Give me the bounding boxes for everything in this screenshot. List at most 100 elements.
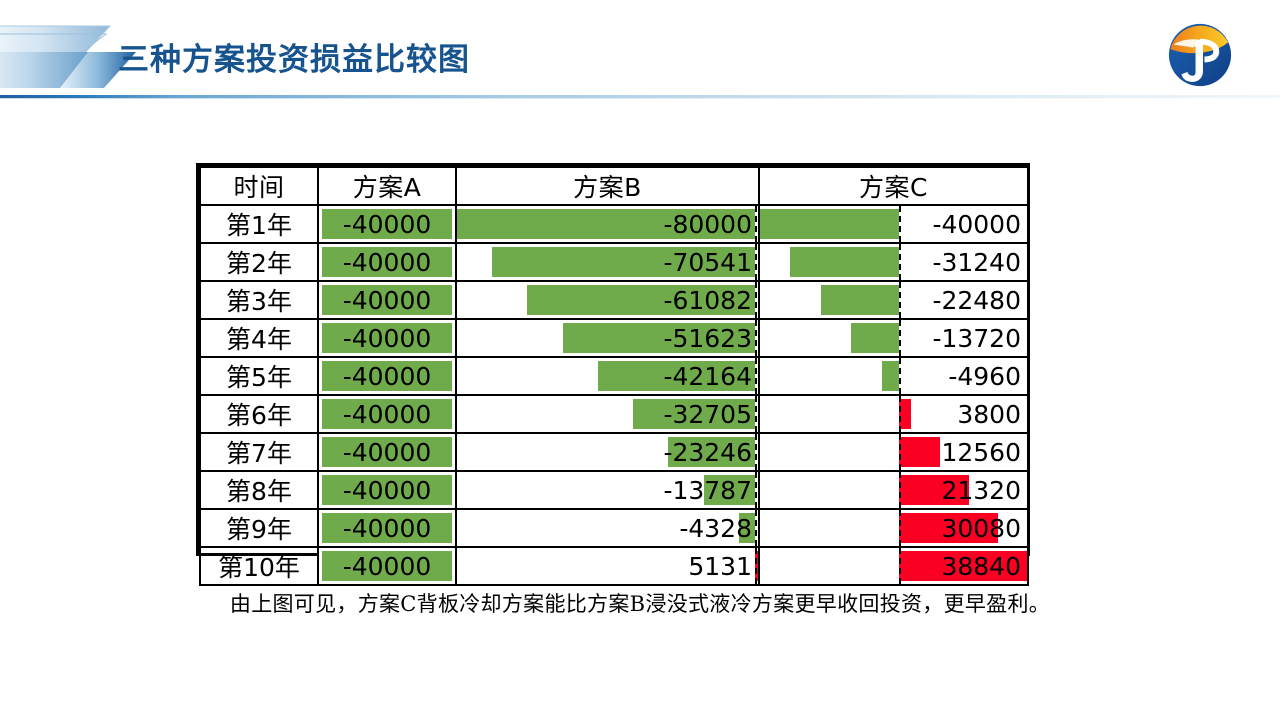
- zero-axis-plan-b: [754, 283, 757, 317]
- zero-axis-plan-b: [754, 321, 757, 355]
- slide-caption: 由上图可见，方案C背板冷却方案能比方案B浸没式液冷方案更早收回投资，更早盈利。: [229, 592, 1051, 616]
- cell-plan-a: -40000: [317, 432, 457, 472]
- databar-plan-b: [597, 361, 755, 391]
- databar-plan-a: [322, 247, 452, 277]
- cell-plan-b: -80000: [455, 204, 760, 244]
- value-plan-a: -40000: [342, 551, 432, 581]
- cell-plan-b: -23246: [455, 432, 760, 472]
- table-row: 第8年 -40000 -13787 21320: [199, 470, 1029, 510]
- databar-plan-b: [668, 437, 755, 467]
- cell-time: 第10年: [199, 546, 319, 586]
- databar-plan-b: [527, 285, 755, 315]
- databar-plan-c: [881, 361, 899, 391]
- databar-plan-a: [322, 475, 452, 505]
- databar-plan-c: [898, 399, 912, 429]
- value-plan-a: -40000: [342, 513, 432, 543]
- zero-axis-plan-b: [754, 435, 757, 469]
- table-row: 第9年 -40000 -4328 30080: [199, 508, 1029, 548]
- databar-plan-a: [322, 399, 452, 429]
- cell-plan-b: -42164: [455, 356, 760, 396]
- cell-time: 第6年: [199, 394, 319, 434]
- cell-plan-b: -4328: [455, 508, 760, 548]
- cell-plan-a: -40000: [317, 204, 457, 244]
- cell-plan-b: -70541: [455, 242, 760, 282]
- value-plan-c: -31240: [932, 247, 1021, 277]
- zero-axis-plan-b: [754, 207, 757, 241]
- databar-plan-c: [790, 247, 899, 277]
- zero-axis-plan-c: [898, 359, 901, 393]
- databar-plan-c: [761, 209, 899, 239]
- databar-plan-b: [458, 209, 755, 239]
- page-title: 三种方案投资损益比较图: [118, 42, 470, 78]
- databar-plan-b: [703, 475, 755, 505]
- col-header-plan-a: 方案A: [317, 166, 457, 206]
- value-plan-b: 5131: [688, 551, 752, 581]
- cell-plan-a: -40000: [317, 242, 457, 282]
- databar-plan-a: [322, 437, 452, 467]
- zero-axis-plan-c: [898, 321, 901, 355]
- value-plan-c: 38840: [941, 551, 1021, 581]
- cell-plan-c: -22480: [758, 280, 1029, 320]
- databar-plan-a: [322, 285, 452, 315]
- value-plan-a: -40000: [342, 209, 432, 239]
- zero-axis-plan-c: [898, 511, 901, 545]
- col-header-time: 时间: [199, 166, 319, 206]
- databar-plan-c: [898, 437, 941, 467]
- value-plan-c: -22480: [932, 285, 1021, 315]
- zero-axis-plan-b: [754, 359, 757, 393]
- value-plan-b: -4328: [679, 513, 752, 543]
- table-row: 第1年 -40000 -80000 -40000: [199, 204, 1029, 244]
- databar-plan-a: [322, 361, 452, 391]
- value-plan-b: -42164: [663, 361, 752, 391]
- value-plan-a: -40000: [342, 399, 432, 429]
- table-row: 第3年 -40000 -61082 -22480: [199, 280, 1029, 320]
- value-plan-a: -40000: [342, 323, 432, 353]
- cell-plan-a: -40000: [317, 356, 457, 396]
- databar-plan-b: [738, 513, 755, 543]
- databar-plan-c: [898, 551, 1026, 581]
- zero-axis-plan-b: [754, 549, 757, 583]
- cell-plan-a: -40000: [317, 470, 457, 510]
- col-header-plan-c: 方案C: [758, 166, 1029, 206]
- table-row: 第4年 -40000 -51623 -13720: [199, 318, 1029, 358]
- cell-plan-c: -31240: [758, 242, 1029, 282]
- cell-time: 第1年: [199, 204, 319, 244]
- cell-plan-c: 30080: [758, 508, 1029, 548]
- cell-plan-c: 38840: [758, 546, 1029, 586]
- zero-axis-plan-c: [898, 435, 901, 469]
- cell-plan-a: -40000: [317, 318, 457, 358]
- databar-plan-c: [851, 323, 899, 353]
- value-plan-b: -32705: [663, 399, 752, 429]
- zero-axis-plan-c: [898, 245, 901, 279]
- value-plan-a: -40000: [342, 361, 432, 391]
- databar-plan-a: [322, 551, 452, 581]
- cell-time: 第4年: [199, 318, 319, 358]
- cell-plan-b: -61082: [455, 280, 760, 320]
- zero-axis-plan-b: [754, 397, 757, 431]
- cell-plan-c: 21320: [758, 470, 1029, 510]
- table-row: 第5年 -40000 -42164 -4960: [199, 356, 1029, 396]
- zero-axis-plan-c: [898, 473, 901, 507]
- table-row: 第7年 -40000 -23246 12560: [199, 432, 1029, 472]
- cell-time: 第2年: [199, 242, 319, 282]
- table-row: 第6年 -40000 -32705 3800: [199, 394, 1029, 434]
- cell-plan-c: -13720: [758, 318, 1029, 358]
- cell-plan-a: -40000: [317, 546, 457, 586]
- databar-plan-a: [322, 323, 452, 353]
- header-divider: [0, 95, 1280, 98]
- value-plan-c: 30080: [941, 513, 1021, 543]
- databar-plan-a: [322, 513, 452, 543]
- cell-plan-c: 12560: [758, 432, 1029, 472]
- col-header-plan-b: 方案B: [455, 166, 760, 206]
- value-plan-b: -80000: [663, 209, 752, 239]
- cell-plan-c: -40000: [758, 204, 1029, 244]
- comparison-table: 时间 方案A 方案B 方案C 第1年 -40000 -80000 -40000 第2年 -…: [196, 163, 1030, 586]
- zero-axis-plan-c: [898, 207, 901, 241]
- value-plan-b: -23246: [663, 437, 752, 467]
- cell-plan-b: -13787: [455, 470, 760, 510]
- table-row: 第2年 -40000 -70541 -31240: [199, 242, 1029, 282]
- cell-plan-b: -51623: [455, 318, 760, 358]
- value-plan-a: -40000: [342, 475, 432, 505]
- zero-axis-plan-c: [898, 549, 901, 583]
